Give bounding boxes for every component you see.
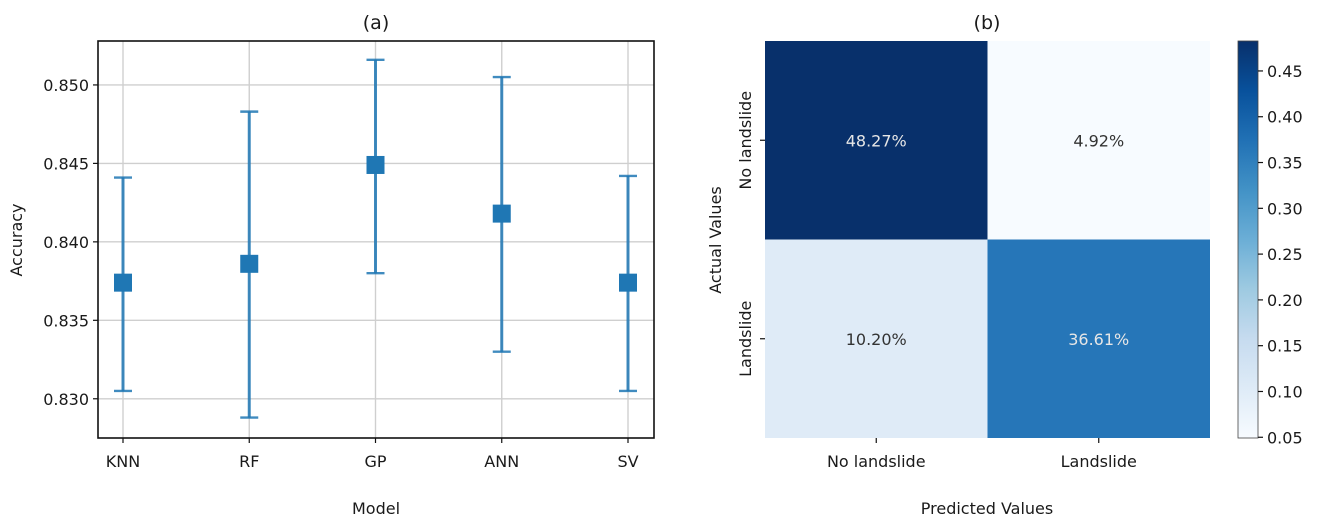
heatmap-cell	[987, 239, 1210, 438]
y-tick-label: 0.830	[43, 390, 89, 409]
chart-b-title: (b)	[974, 12, 1001, 34]
y-tick-label: 0.850	[43, 76, 89, 95]
data-point	[240, 254, 259, 273]
cell-label: 4.92%	[1073, 131, 1124, 150]
x-tick-label: Landslide	[1061, 452, 1137, 471]
heatmap-cell	[765, 239, 988, 438]
chart-a-marks	[114, 58, 637, 419]
heatmap-x-ticks: No landslide Landslide	[827, 438, 1137, 471]
data-point	[492, 204, 511, 223]
confusion-matrix: (b) 48.27% 4.92% 10.20% 36.61% No landslide…	[706, 12, 1303, 518]
cell-label: 48.27%	[846, 131, 907, 150]
heatmap-cells: 48.27% 4.92% 10.20% 36.61%	[765, 41, 1210, 438]
data-point	[114, 273, 132, 292]
data-point	[366, 155, 385, 174]
chart-a-title: (a)	[363, 12, 389, 34]
x-tick-label: ANN	[484, 452, 519, 471]
heatmap-y-ticks: No landslide Landslide	[736, 91, 765, 377]
colorbar-tick-label: 0.10	[1267, 382, 1303, 401]
x-tick-label: No landslide	[827, 452, 926, 471]
colorbar-tick-label: 0.25	[1267, 245, 1303, 264]
colorbar-tick-label: 0.45	[1267, 62, 1303, 81]
chart-a-x-label: Model	[352, 499, 400, 518]
x-tick-label: SV	[617, 452, 638, 471]
colorbar-tick-label: 0.35	[1267, 154, 1303, 173]
colorbar-tick-label: 0.30	[1267, 199, 1303, 218]
x-tick-label: RF	[239, 452, 259, 471]
y-tick-label: 0.845	[43, 154, 89, 173]
heatmap-y-label: Actual Values	[706, 186, 725, 293]
heatmap-cell	[987, 41, 1210, 240]
cell-label: 10.20%	[846, 330, 907, 349]
colorbar-tick-label: 0.15	[1267, 337, 1303, 356]
y-tick-label: No landslide	[736, 91, 755, 190]
cell-label: 36.61%	[1068, 330, 1129, 349]
y-tick-label: 0.835	[43, 311, 89, 330]
data-point	[619, 273, 637, 292]
chart-a-x-ticks: KNN RF GP ANN SV	[106, 438, 639, 471]
colorbar-tick-label: 0.20	[1267, 291, 1303, 310]
colorbar-tick-label: 0.05	[1267, 428, 1303, 447]
heatmap-x-label: Predicted Values	[921, 499, 1053, 518]
chart-a-y-ticks: 0.830 0.835 0.840 0.845 0.850	[43, 76, 98, 409]
colorbar-ticks: 0.05 0.10 0.15 0.20 0.25 0.30 0.35 0.40 0.45	[1258, 62, 1303, 447]
x-tick-label: GP	[364, 452, 386, 471]
heatmap-cell	[765, 41, 988, 240]
x-tick-label: KNN	[106, 452, 140, 471]
colorbar-tick-label: 0.40	[1267, 108, 1303, 127]
y-tick-label: 0.840	[43, 233, 89, 252]
chart-a-y-label: Accuracy	[7, 203, 26, 276]
accuracy-chart: (a) 0.830 0.835 0.840 0.845 0.850 KNN RF GP ANN…	[7, 12, 655, 518]
y-tick-label: Landslide	[736, 301, 755, 377]
colorbar	[1237, 40, 1259, 439]
